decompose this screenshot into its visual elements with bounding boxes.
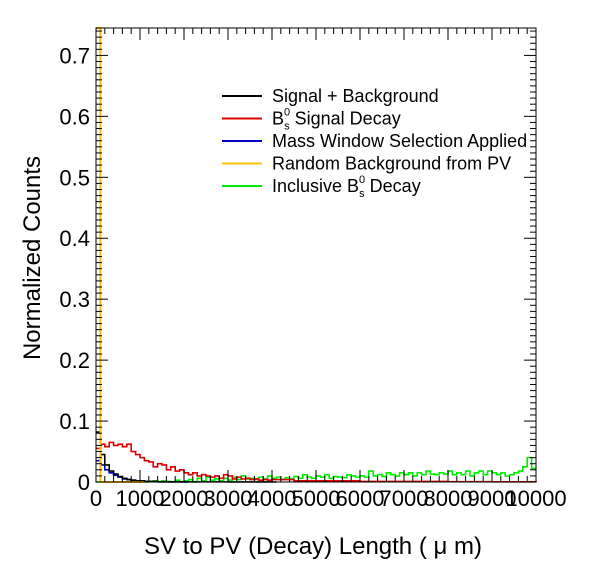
y-tick-labels: 0 0.1 0.2 0.3 0.4 0.5 0.6 0.7: [59, 43, 90, 495]
x-tick-label: 7000: [380, 486, 429, 511]
legend-label: Mass Window Selection Applied: [272, 131, 527, 151]
x-tick-label: 0: [90, 486, 102, 511]
ticks-layer: [95, 28, 537, 483]
x-tick-label: 5000: [292, 486, 341, 511]
legend-label: Signal + Background: [272, 86, 439, 106]
series-line-1: [96, 441, 537, 483]
y-tick-label: 0.3: [59, 287, 90, 312]
x-tick-label: 6000: [336, 486, 385, 511]
x-tick-label: 10000: [505, 486, 566, 511]
y-tick-label: 0: [78, 470, 90, 495]
legend-label: B0 s Signal Decay: [272, 107, 401, 133]
legend-label: Inclusive B0 s Decay: [272, 174, 421, 200]
legend-label: Random Background from PV: [272, 154, 511, 174]
y-axis-title: Normalized Counts: [19, 156, 46, 360]
x-tick-labels: 0 100020003000400050006000700080009000100…: [90, 486, 567, 511]
y-tick-label: 0.1: [59, 409, 90, 434]
x-tick-label: 2000: [160, 486, 209, 511]
x-tick-label: 3000: [204, 486, 253, 511]
y-tick-label: 0.5: [59, 165, 90, 190]
y-tick-label: 0.6: [59, 104, 90, 129]
x-tick-label: 8000: [424, 486, 473, 511]
y-tick-label: 0.4: [59, 226, 90, 251]
x-tick-label: 9000: [468, 486, 517, 511]
y-tick-label: 0.7: [59, 43, 90, 68]
x-axis-title: SV to PV (Decay) Length ( μ m): [144, 533, 482, 560]
y-tick-label: 0.2: [59, 348, 90, 373]
x-tick-label: 1000: [116, 486, 165, 511]
x-tick-label: 4000: [248, 486, 297, 511]
